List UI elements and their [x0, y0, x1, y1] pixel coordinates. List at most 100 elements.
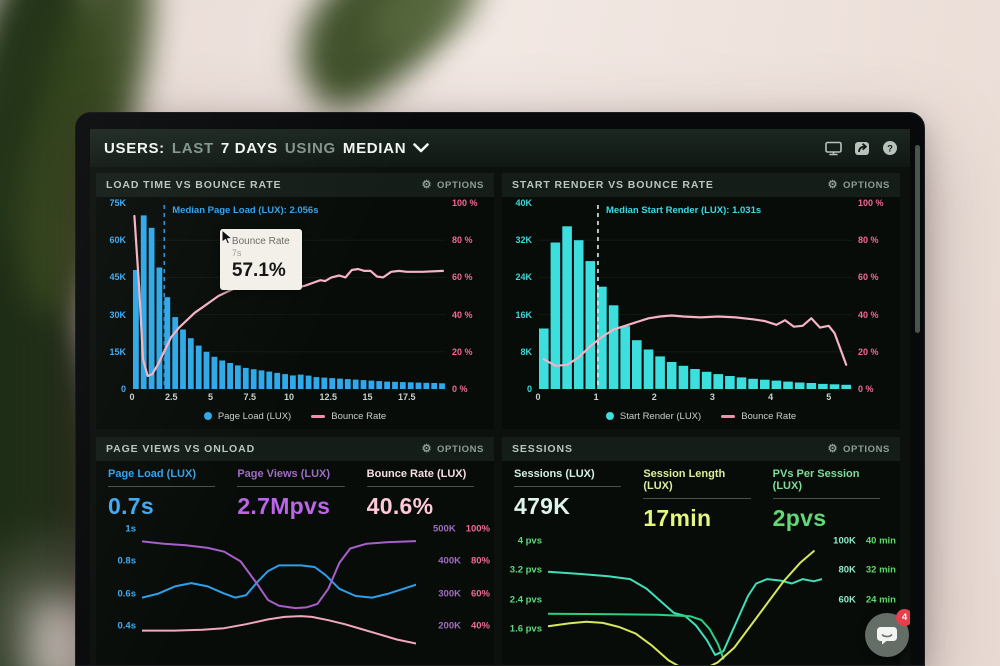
options-label: OPTIONS — [843, 179, 890, 191]
x-axis-tick: 2 — [651, 392, 657, 402]
display-icon[interactable] — [825, 141, 842, 156]
title-last: LAST — [171, 139, 214, 157]
axis-tick: 100 % — [452, 198, 478, 208]
load-time-plot[interactable]: Median Page Load (LUX): 2.056s Bounce Ra… — [132, 203, 446, 389]
axis-tick: 100% — [465, 525, 490, 535]
axis-tick: 3.2 pvs — [509, 564, 542, 576]
scrollbar-thumb[interactable] — [915, 145, 920, 333]
metrics-row: Page Load (LUX) 0.7s Page Views (LUX) 2.7Mp… — [96, 461, 494, 525]
page-views-plot[interactable] — [142, 525, 416, 665]
title-using: USING — [284, 139, 336, 157]
page-views-line-chart — [142, 540, 416, 645]
options-button[interactable]: ⚙ OPTIONS — [828, 179, 890, 191]
axis-tick: 40 % — [452, 309, 473, 320]
chart-area: 75K 60K 45K 30K 15K 0 Median Page Load (LUX):… — [96, 198, 494, 394]
chat-launcher[interactable]: 4 — [865, 609, 910, 657]
notification-badge: 4 — [896, 609, 910, 626]
y-axis-right: 500K 100% 400K 80% 300K 60% 200K 40% — [416, 525, 494, 665]
axis-tick: 60 % — [452, 272, 473, 283]
gear-icon: ⚙ — [827, 442, 839, 455]
axis-tick: 500K — [432, 525, 456, 535]
axis-tick: 40K — [515, 198, 532, 208]
metric: Bounce Rate (LUX) 40.6% — [366, 468, 482, 520]
axis-tick: 80 % — [858, 235, 879, 246]
legend-line-swatch — [311, 414, 326, 418]
y-axis-left: 40K 32K 24K 16K 8K 0 — [502, 198, 538, 394]
dashboard: USERS: LAST 7 DAYS USING MEDIAN ? LOAD T… — [90, 129, 910, 665]
mouse-cursor-icon — [221, 229, 234, 245]
y-axis-left: 75K 60K 45K 30K 15K 0 — [96, 198, 132, 394]
chart-tooltip: Bounce Rate 7s 57.1% — [219, 229, 302, 291]
x-axis-tick: 15 — [362, 392, 373, 402]
axis-tick-pair: 500K 100% — [416, 525, 490, 535]
x-axis-tick: 1 — [593, 392, 599, 402]
axis-tick: 60% — [470, 588, 490, 600]
options-button[interactable]: ⚙ OPTIONS — [421, 442, 484, 455]
axis-tick: 100K — [833, 537, 856, 547]
legend-label: Start Render (LUX) — [619, 410, 702, 422]
sessions-plot[interactable] — [548, 537, 822, 665]
axis-tick: 200K — [438, 620, 461, 632]
x-axis-tick: 3 — [709, 392, 715, 402]
panel-title: PAGE VIEWS VS ONLOAD — [106, 443, 256, 455]
options-button[interactable]: ⚙ OPTIONS — [421, 178, 484, 191]
metric-label: Page Views (LUX) — [237, 468, 345, 487]
x-axis: 0 1 2 3 4 5 — [535, 390, 852, 405]
legend-label: Page Load (LUX) — [217, 410, 292, 422]
legend-dot — [203, 412, 212, 420]
axis-tick: 40 min — [865, 537, 896, 547]
metric-value: 0.7s — [108, 493, 154, 519]
axis-tick: 2.4 pvs — [509, 594, 542, 606]
axis-tick: 4 pvs — [517, 537, 542, 547]
title-median: MEDIAN — [342, 139, 407, 157]
options-label: OPTIONS — [437, 443, 484, 455]
metric: Page Load (LUX) 0.7s — [108, 468, 223, 520]
chart-area: 40K 32K 24K 16K 8K 0 Median Start Render (LUX… — [502, 198, 900, 394]
axis-tick: 0.6s — [117, 588, 137, 600]
axis-tick: 40% — [470, 620, 490, 632]
share-icon[interactable] — [854, 141, 870, 156]
metric-label: Sessions (LUX) — [514, 468, 622, 487]
axis-tick: 1s — [125, 525, 136, 535]
axis-tick: 0 % — [452, 384, 468, 394]
metric: Session Length (LUX) 17min — [643, 468, 758, 532]
axis-tick: 100 % — [858, 198, 884, 208]
x-axis-tick: 10 — [283, 392, 295, 402]
x-axis-tick: 5 — [207, 392, 214, 402]
start-render-plot[interactable]: Median Start Render (LUX): 1.031s — [538, 203, 852, 389]
chevron-down-icon — [413, 143, 430, 153]
metric-label: Page Load (LUX) — [108, 468, 216, 487]
axis-tick: 75K — [109, 198, 126, 208]
panel-page-views: PAGE VIEWS VS ONLOAD ⚙ OPTIONS Page Load… — [96, 437, 494, 665]
axis-tick: 15K — [109, 346, 126, 357]
dashboard-header: USERS: LAST 7 DAYS USING MEDIAN ? — [90, 129, 910, 167]
timeframe-dropdown[interactable]: USERS: LAST 7 DAYS USING MEDIAN — [104, 139, 430, 157]
x-axis-tick: 0 — [129, 392, 135, 402]
panel-start-render: START RENDER VS BOUNCE RATE ⚙ OPTIONS 40… — [502, 173, 900, 429]
gear-icon: ⚙ — [421, 442, 433, 455]
axis-tick: 0.8s — [117, 555, 137, 567]
axis-tick: 8K — [520, 346, 532, 357]
axis-tick: 40 % — [858, 309, 879, 320]
legend-item: Page Load (LUX) — [203, 410, 292, 422]
axis-tick-pair: 200K 40% — [416, 620, 490, 631]
help-icon[interactable]: ? — [882, 140, 898, 156]
legend-label: Bounce Rate — [331, 410, 387, 422]
gear-icon: ⚙ — [421, 178, 433, 191]
axis-tick: 45K — [109, 272, 126, 283]
axis-tick: 80K — [838, 564, 856, 576]
x-axis: 0 2.5 5 7.5 10 12.5 15 17.5 — [129, 390, 446, 405]
legend-label: Bounce Rate — [741, 410, 797, 422]
median-annotation: Median Start Render (LUX): 1.031s — [605, 205, 762, 216]
axis-tick: 80 % — [452, 235, 473, 246]
axis-tick: 0 % — [858, 384, 874, 394]
metric-label: Bounce Rate (LUX) — [366, 468, 474, 487]
metric-label: PVs Per Session (LUX) — [772, 468, 880, 499]
metric: PVs Per Session (LUX) 2pvs — [772, 468, 888, 532]
legend-dot — [605, 412, 614, 420]
axis-tick: 24K — [515, 272, 532, 283]
metric-value: 2pvs — [772, 505, 827, 531]
options-button[interactable]: ⚙ OPTIONS — [827, 442, 890, 455]
metric-label: Session Length (LUX) — [643, 468, 751, 499]
sessions-line-chart — [548, 550, 822, 665]
